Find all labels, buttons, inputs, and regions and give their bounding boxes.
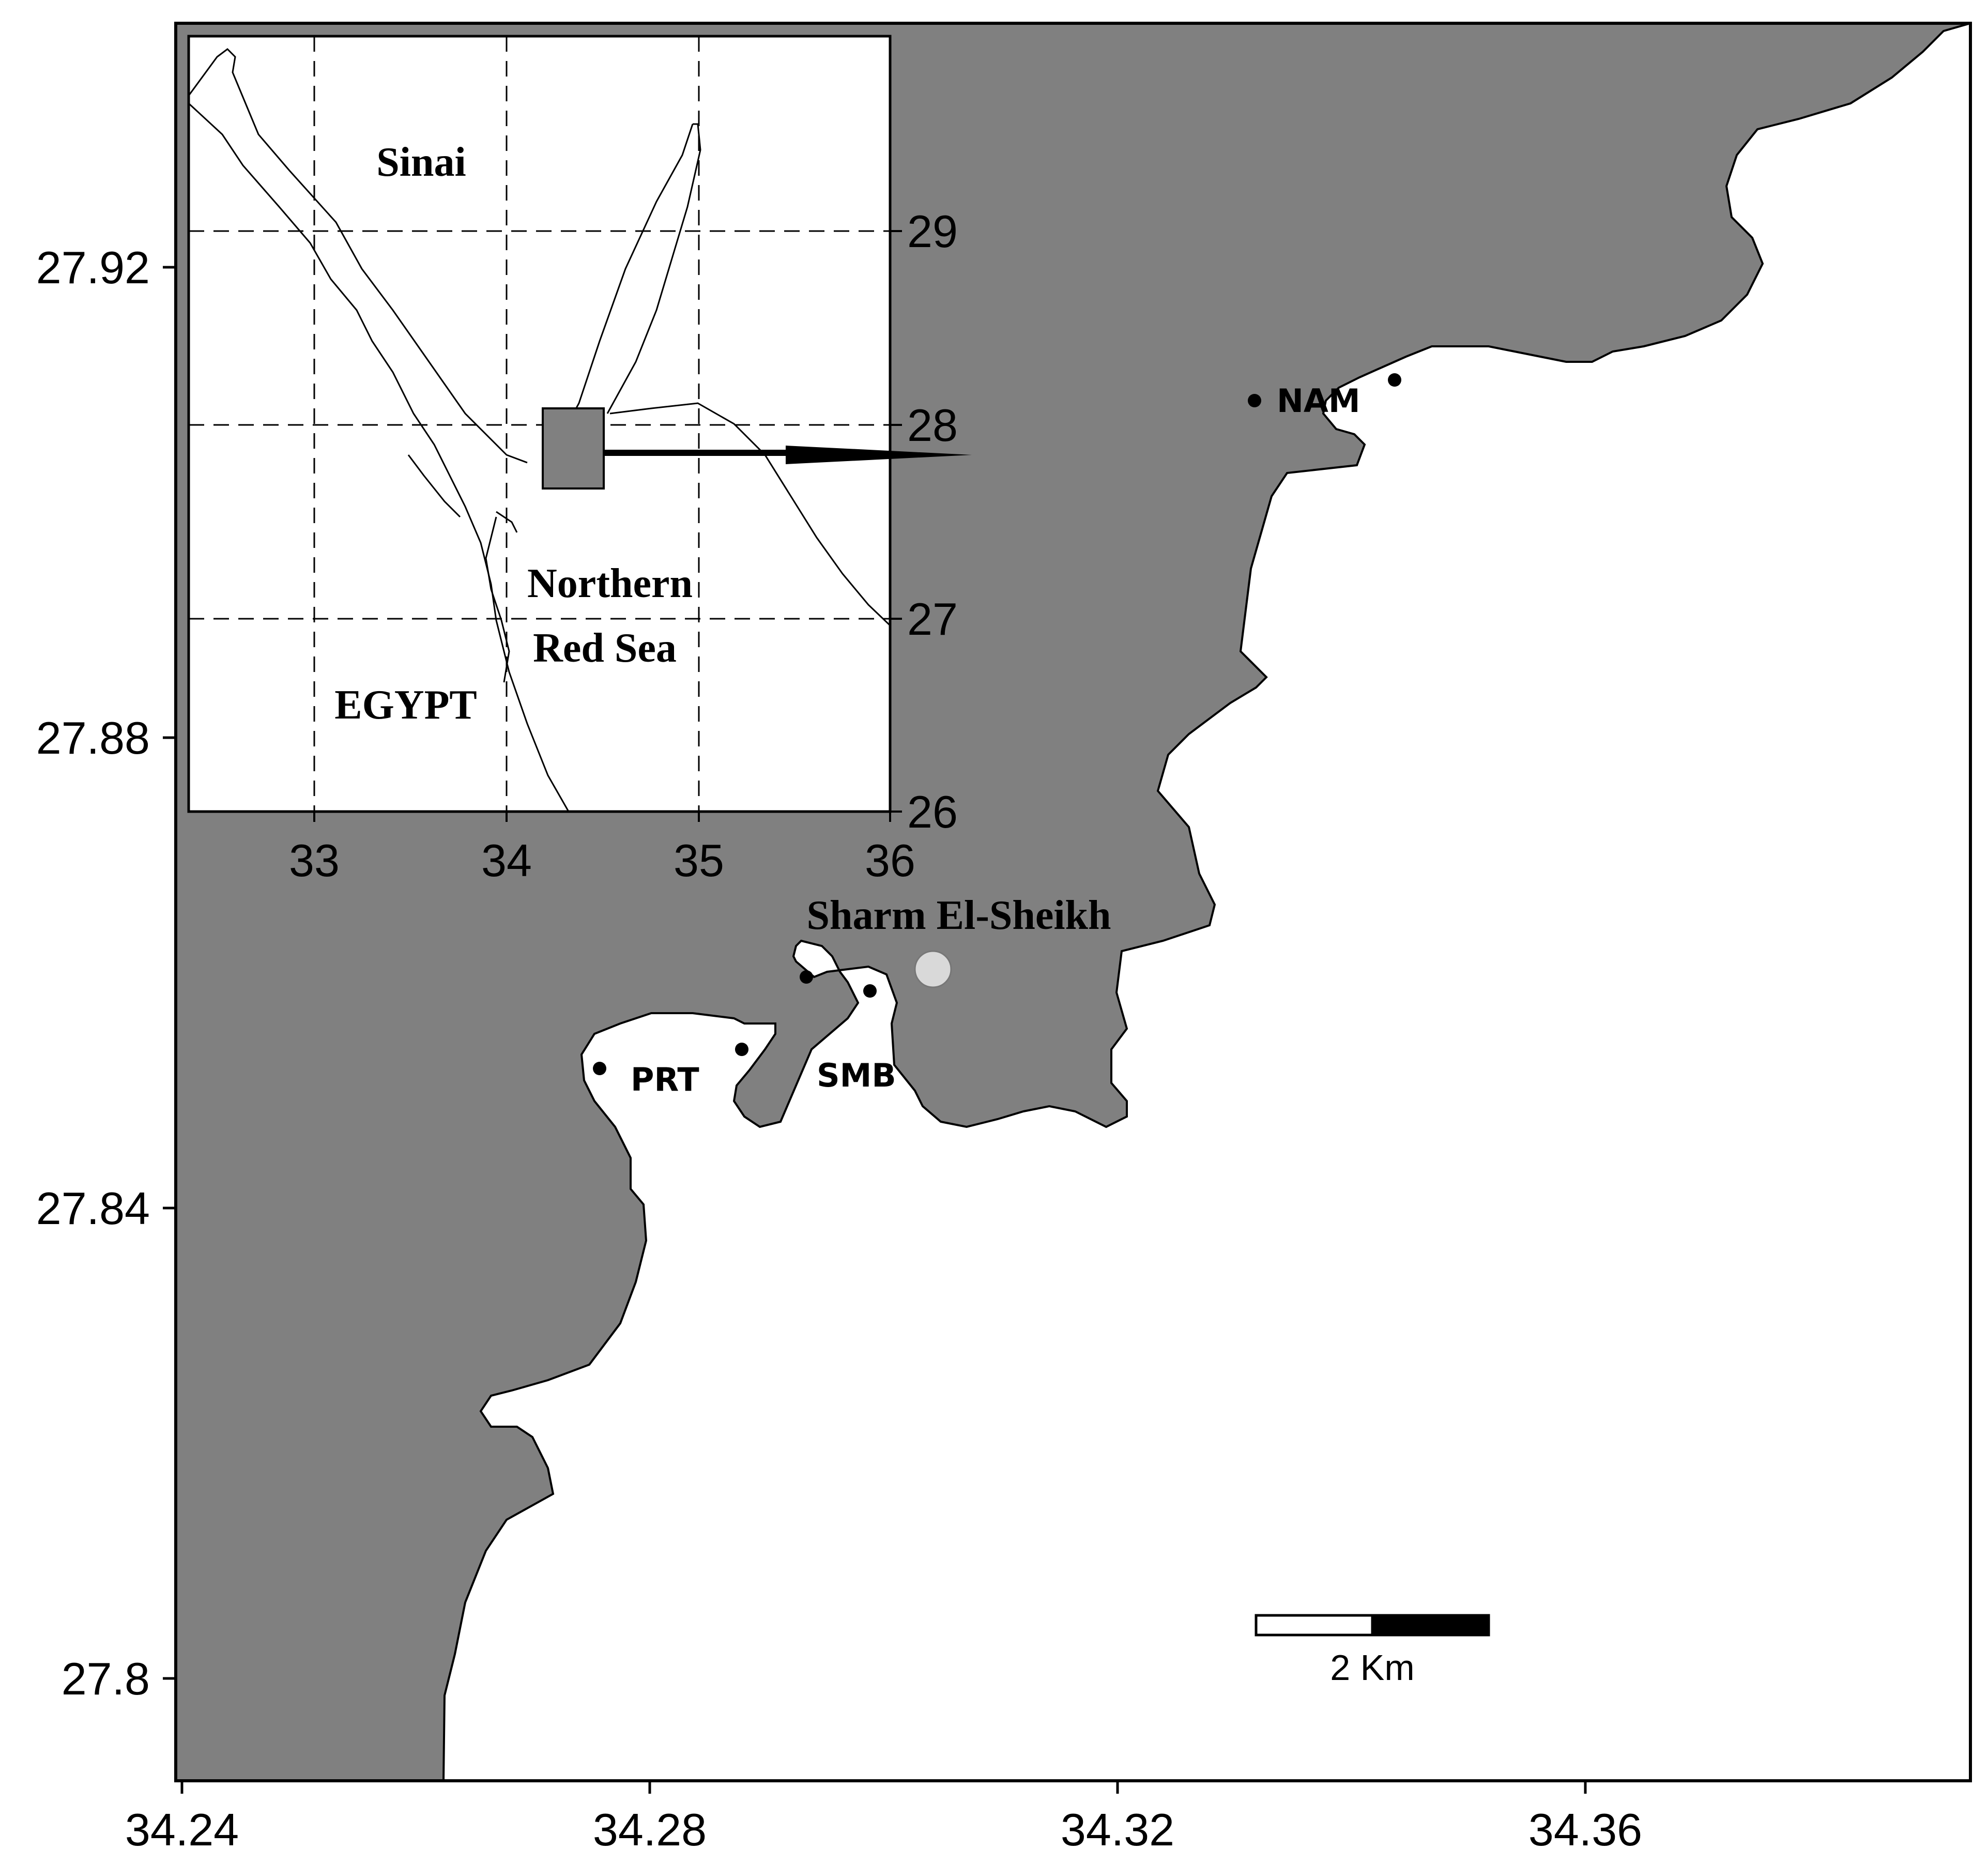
inset-y-tick-label: 26: [907, 786, 958, 837]
site-marker-prt-2: [735, 1043, 748, 1056]
city-marker: [914, 950, 952, 988]
inset-label-sea-line1: Northern: [527, 561, 693, 606]
y-tick-label: 27.8: [62, 1653, 150, 1704]
site-marker-smb-2: [863, 984, 877, 998]
x-tick-label: 34.28: [593, 1804, 707, 1855]
inset-x-tick-label: 33: [289, 835, 340, 886]
site-marker-smb-1: [800, 970, 813, 984]
inset-x-axis: 33 34 35 36: [289, 812, 915, 886]
site-label-nam: NAM: [1277, 382, 1360, 420]
scale-bar: 2 Km: [1255, 1614, 1490, 1688]
site-marker-nam-2: [1388, 373, 1401, 387]
inset-label-sinai: Sinai: [376, 140, 466, 185]
y-axis: 27.92 27.88 27.84 27.8: [36, 242, 176, 1704]
inset-y-axis: 29 28 27 26: [890, 206, 958, 837]
site-marker-nam-1: [1248, 394, 1261, 407]
inset-background: [187, 35, 892, 813]
y-tick-label: 27.84: [36, 1183, 150, 1234]
inset-arrow: [604, 446, 972, 464]
inset-x-tick-label: 34: [481, 835, 532, 886]
inset-y-tick-label: 29: [907, 206, 958, 257]
sampling-sites: NAM PRT SMB: [593, 373, 1401, 1098]
site-label-prt: PRT: [631, 1061, 699, 1098]
x-axis: 34.24 34.28 34.32 34.36: [125, 1781, 1642, 1855]
x-tick-label: 34.32: [1061, 1804, 1174, 1855]
inset-y-tick-label: 28: [907, 400, 958, 451]
inset-label-sea-line2: Red Sea: [533, 625, 677, 671]
site-label-smb: SMB: [817, 1057, 896, 1094]
scale-bar-label: 2 Km: [1330, 1647, 1414, 1688]
y-tick-label: 27.92: [36, 242, 150, 293]
inset-grid: [189, 36, 890, 812]
inset-map: 33 34 35 36 29 28 27 26 Sinai Northern R…: [187, 35, 972, 886]
inset-label-egypt: EGYPT: [334, 682, 477, 728]
main-map: 34.24 34.28 34.32 34.36 27.92 27.88 27.8…: [36, 22, 1972, 1855]
inset-coastlines: [188, 48, 891, 812]
inset-x-tick-label: 35: [674, 835, 724, 886]
red-sea-water: [442, 22, 1971, 1782]
y-tick-label: 27.88: [36, 712, 150, 763]
x-tick-label: 34.36: [1528, 1804, 1642, 1855]
city-label: Sharm El-Sheikh: [806, 893, 1111, 938]
inset-y-tick-label: 27: [907, 593, 958, 645]
study-area-box: [542, 407, 605, 490]
site-marker-prt-1: [593, 1062, 606, 1075]
main-map-frame: [174, 22, 1972, 1782]
inset-x-tick-label: 36: [865, 835, 915, 886]
x-tick-label: 34.24: [125, 1804, 239, 1855]
